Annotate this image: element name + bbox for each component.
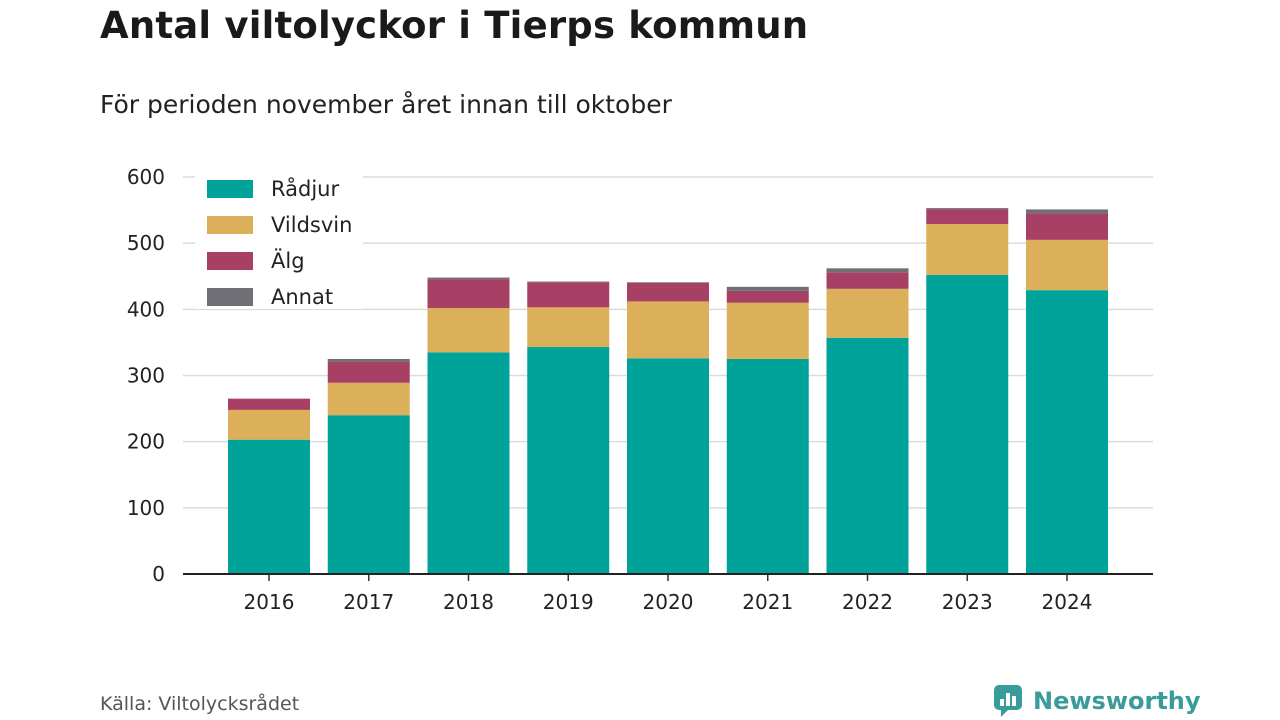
bar-2018-vildsvin [427,308,510,353]
x-tick-label-2018: 2018 [443,590,494,614]
bar-2023-annat [926,208,1009,210]
y-tick-label-500: 500 [127,231,165,255]
x-axis-tick-labels: 2016 2017 2018 2019 2020 2021 2022 2023 2024 [244,590,1093,614]
x-tick-label-2020: 2020 [643,590,694,614]
x-tick-label-2019: 2019 [543,590,594,614]
y-tick-label-100: 100 [127,496,165,520]
bar-2020-annat [627,282,709,283]
legend: Rådjur Vildsvin Älg Annat [195,171,363,309]
bar-2018-annat [427,277,510,280]
bar-2020-rådjur [627,358,709,574]
legend-swatch-rådjur [207,180,253,198]
bars [228,208,1108,574]
bar-2017-rådjur [327,415,410,574]
bar-2021-vildsvin [726,302,809,359]
bar-group-2023 [926,208,1009,574]
bar-2017-annat [327,358,410,362]
y-tick-label-300: 300 [127,364,165,388]
bar-2024-rådjur [1026,290,1108,574]
bar-group-2016 [228,398,310,574]
bar-2019-vildsvin [527,307,610,348]
bar-2019-annat [527,281,610,283]
bar-group-2019 [527,281,610,574]
x-tick-label-2022: 2022 [842,590,893,614]
bar-2022-älg [826,272,909,289]
x-axis [183,573,1153,581]
x-tick-label-2024: 2024 [1042,590,1093,614]
legend-label-älg: Älg [271,248,305,273]
bar-2024-vildsvin [1026,239,1108,291]
brand-logo: Newsworthy [993,684,1201,718]
bar-2024-älg [1026,213,1108,240]
bar-2022-annat [826,268,909,273]
bar-2018-rådjur [427,352,510,574]
legend-label-annat: Annat [271,285,333,309]
bar-2017-vildsvin [327,382,410,416]
bar-group-2017 [327,358,410,574]
legend-swatch-vildsvin [207,216,253,234]
bar-group-2020 [627,282,709,574]
chart-title: Antal viltolyckor i Tierps kommun [100,4,809,47]
source-note: Källa: Viltolycksrådet [100,693,300,715]
y-tick-label-600: 600 [127,165,165,189]
x-tick-label-2021: 2021 [742,590,793,614]
brand-name: Newsworthy [1033,687,1201,715]
bar-group-2021 [726,286,809,574]
legend-swatch-älg [207,252,253,270]
bar-2022-rådjur [826,337,909,574]
bar-2016-vildsvin [228,409,310,440]
bar-2019-rådjur [527,347,610,574]
x-tick-label-2017: 2017 [343,590,394,614]
y-tick-label-0: 0 [152,562,165,586]
bar-2019-älg [527,282,610,308]
bar-2023-vildsvin [926,223,1009,275]
y-axis-tick-labels: 0 100 200 300 400 500 600 [127,165,165,586]
chart-subtitle: För perioden november året innan till ok… [100,90,672,119]
newsworthy-logo-icon [994,685,1022,717]
bar-2021-rådjur [726,358,809,574]
y-tick-label-400: 400 [127,297,165,321]
y-tick-label-200: 200 [127,430,165,454]
bar-2021-annat [726,286,809,291]
bar-2022-vildsvin [826,288,909,338]
bar-2023-rådjur [926,274,1009,574]
legend-label-vildsvin: Vildsvin [271,213,352,237]
bar-2020-älg [627,282,709,302]
bar-2017-älg [327,361,410,383]
bar-2021-älg [726,290,809,303]
x-tick-label-2023: 2023 [942,590,993,614]
legend-swatch-annat [207,288,253,306]
x-tick-label-2016: 2016 [244,590,295,614]
bar-2024-annat [1026,209,1108,214]
legend-label-rådjur: Rådjur [271,176,339,201]
bar-2018-älg [427,279,510,309]
bar-2020-vildsvin [627,301,709,359]
bar-2016-rådjur [228,439,310,574]
bar-group-2024 [1026,209,1108,574]
bar-group-2022 [826,268,909,574]
bar-2023-älg [926,209,1009,224]
bar-group-2018 [427,277,510,574]
bar-2016-älg [228,398,310,410]
